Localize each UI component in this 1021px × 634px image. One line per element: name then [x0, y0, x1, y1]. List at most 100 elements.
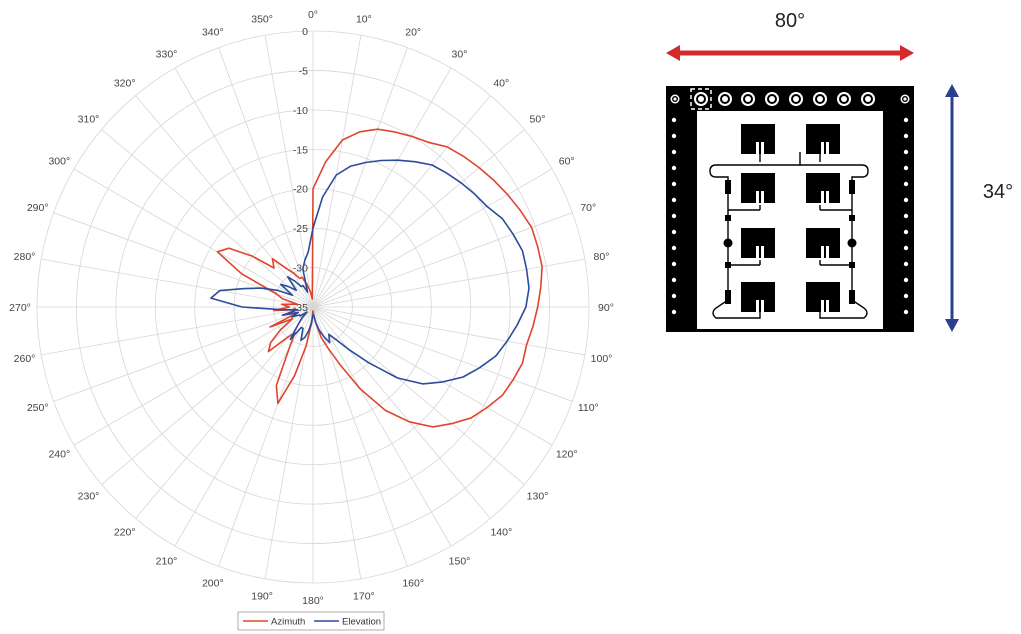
via — [671, 197, 677, 203]
component — [849, 262, 855, 268]
via — [671, 245, 677, 251]
radial-tick-label: -15 — [293, 144, 308, 156]
angle-tick-label: 150° — [449, 556, 471, 568]
angle-tick-label: 40° — [493, 78, 509, 90]
grid-spoke — [312, 306, 362, 579]
via — [903, 229, 909, 235]
via — [671, 309, 677, 315]
angle-tick-label: 220° — [114, 527, 136, 539]
top-feed-trace — [732, 152, 848, 166]
grid-spoke — [41, 258, 314, 308]
via — [865, 96, 871, 102]
angle-tick-label: 10° — [356, 14, 372, 26]
left-feed-trace — [709, 164, 761, 319]
legend-box — [237, 611, 385, 631]
angle-tick-label: 200° — [202, 577, 224, 589]
pin1-marker — [690, 88, 712, 110]
via — [671, 149, 677, 155]
grid-spoke — [312, 258, 585, 308]
patch-feed — [759, 142, 761, 154]
grid-spoke — [53, 212, 314, 308]
circuit-board — [666, 86, 914, 332]
grid-spoke — [312, 67, 452, 308]
via — [671, 181, 677, 187]
patch-feed — [759, 300, 761, 312]
vertical-beamwidth-label: 34° — [983, 181, 1013, 203]
grid-spoke — [312, 168, 553, 308]
angle-tick-label: 180° — [302, 595, 324, 607]
grid-spoke — [312, 306, 525, 485]
grid-spoke — [218, 306, 314, 567]
series-line-azimuth — [216, 128, 543, 428]
component — [849, 180, 855, 194]
via — [671, 133, 677, 139]
via — [903, 97, 907, 101]
angle-tick-label: 310° — [78, 114, 100, 126]
legend: Azimuth Elevation — [237, 611, 385, 631]
legend-label-elevation: Elevation — [342, 617, 381, 628]
grid-spoke — [218, 47, 314, 308]
via — [903, 277, 909, 283]
horizontal-arrow — [666, 45, 914, 61]
via — [722, 96, 728, 102]
grid-spoke — [312, 212, 573, 308]
patch-feed — [824, 142, 826, 154]
grid-spoke — [312, 35, 362, 308]
grid-spoke — [135, 306, 314, 519]
component — [723, 238, 733, 248]
grid-spoke — [264, 306, 314, 579]
patch-feed-lines — [759, 152, 821, 265]
via — [903, 133, 909, 139]
series-line-elevation — [210, 159, 530, 385]
angle-tick-label: 70° — [580, 202, 596, 214]
component — [725, 262, 731, 268]
angle-tick-label: 130° — [527, 490, 549, 502]
radial-tick-label: 0 — [302, 26, 308, 38]
via — [671, 293, 677, 299]
angle-tick-label: 260° — [14, 353, 36, 365]
radial-tick-labels: 0-5-10-15-20-25-30-35 — [293, 26, 308, 314]
patch-feed — [759, 191, 761, 203]
angle-tick-label: 190° — [251, 591, 273, 603]
vertical-arrow-head-bottom — [945, 319, 959, 332]
via — [903, 261, 909, 267]
component — [849, 215, 855, 221]
grid-spoke — [53, 306, 314, 402]
angle-tick-label: 350° — [251, 14, 273, 26]
angle-tick-label: 80° — [594, 251, 610, 263]
angle-tick-label: 90° — [598, 302, 614, 314]
angle-tick-labels: 0° 10° 20° 30° 40° 50° 60° 70° 80° 90° 100° 110° 120… — [9, 9, 614, 607]
via — [903, 293, 909, 299]
angle-tick-label: 280° — [14, 251, 36, 263]
via — [903, 181, 909, 187]
horizontal-arrow-head-left — [666, 45, 680, 61]
angle-tick-label: 210° — [156, 556, 178, 568]
via — [745, 96, 751, 102]
via — [903, 165, 909, 171]
angle-tick-label: 240° — [48, 449, 70, 461]
via — [671, 277, 677, 283]
antenna-board-diagram: 80° 34° — [666, 10, 1013, 332]
angle-tick-label: 340° — [202, 27, 224, 39]
grid-spoke — [101, 306, 314, 485]
angle-tick-label: 290° — [27, 202, 49, 214]
vertical-arrow — [945, 84, 959, 332]
grid-spoke — [312, 306, 573, 402]
angle-tick-label: 330° — [156, 48, 178, 60]
grid-spoke — [312, 47, 408, 308]
feed-traces — [709, 152, 869, 319]
horizontal-beamwidth-label: 80° — [775, 10, 805, 32]
smd-components — [723, 180, 857, 304]
board-inner-area — [697, 111, 883, 329]
grid-spoke — [312, 306, 553, 446]
angle-tick-label: 120° — [556, 449, 578, 461]
grid-spoke — [73, 306, 314, 446]
radial-tick-label: -20 — [293, 184, 308, 196]
radial-tick-label: -30 — [293, 263, 308, 275]
grid-spoke — [312, 95, 491, 308]
board-vias — [670, 88, 910, 315]
cross-feed-traces — [728, 209, 852, 266]
patch-feed — [759, 246, 761, 258]
vertical-arrow-head-top — [945, 84, 959, 97]
